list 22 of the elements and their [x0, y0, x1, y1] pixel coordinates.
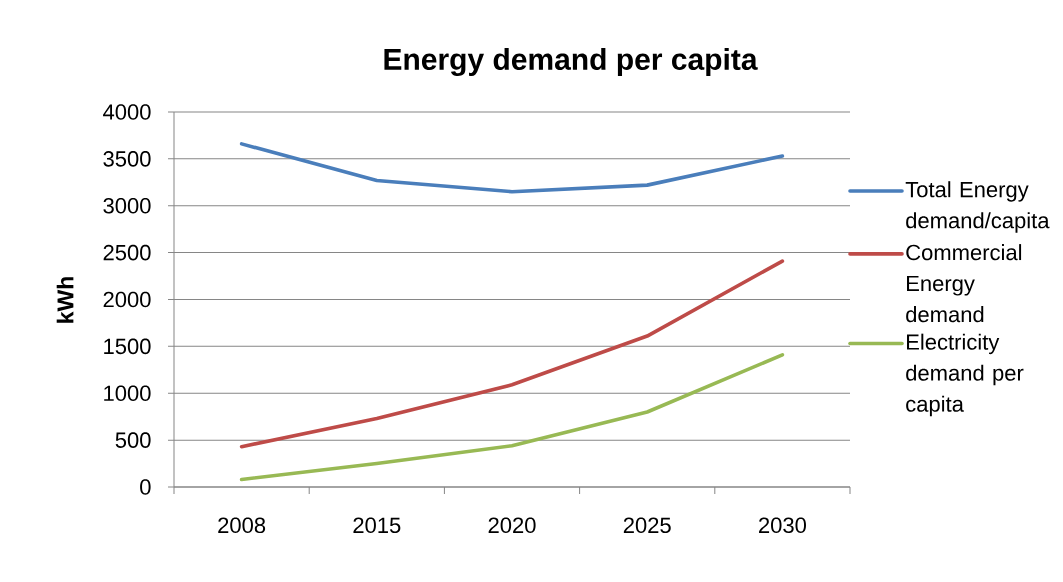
- x-tick-label: 2025: [623, 517, 671, 534]
- line-series: [239, 259, 785, 449]
- legend-label: Electricity demand per capita: [906, 333, 1024, 417]
- x-tick-label: 2020: [488, 517, 536, 534]
- line-series: [239, 142, 785, 194]
- y-tick-label: 2500: [103, 244, 151, 261]
- legend-label: Total Energy demand/capita: [905, 181, 1050, 233]
- y-axis-title: kWh: [56, 277, 74, 323]
- y-tick-label: 3500: [103, 151, 151, 167]
- y-tick-label: 2000: [103, 291, 151, 308]
- y-tick-label: 3000: [103, 197, 151, 214]
- legend-label: Commercial Energy demand: [906, 244, 1022, 323]
- y-tick-label: 4000: [103, 104, 151, 120]
- y-tick-label: 0: [140, 479, 151, 495]
- y-tick-label: 500: [115, 432, 151, 448]
- x-tick-label: 2030: [759, 517, 806, 534]
- chart-title: Energy demand per capita: [384, 47, 758, 77]
- line-series: [239, 353, 785, 482]
- y-tick-label: 1000: [104, 385, 151, 402]
- x-tick-label: 2008: [218, 517, 266, 534]
- y-tick-label: 1500: [104, 338, 151, 355]
- x-tick-label: 2015: [353, 517, 401, 534]
